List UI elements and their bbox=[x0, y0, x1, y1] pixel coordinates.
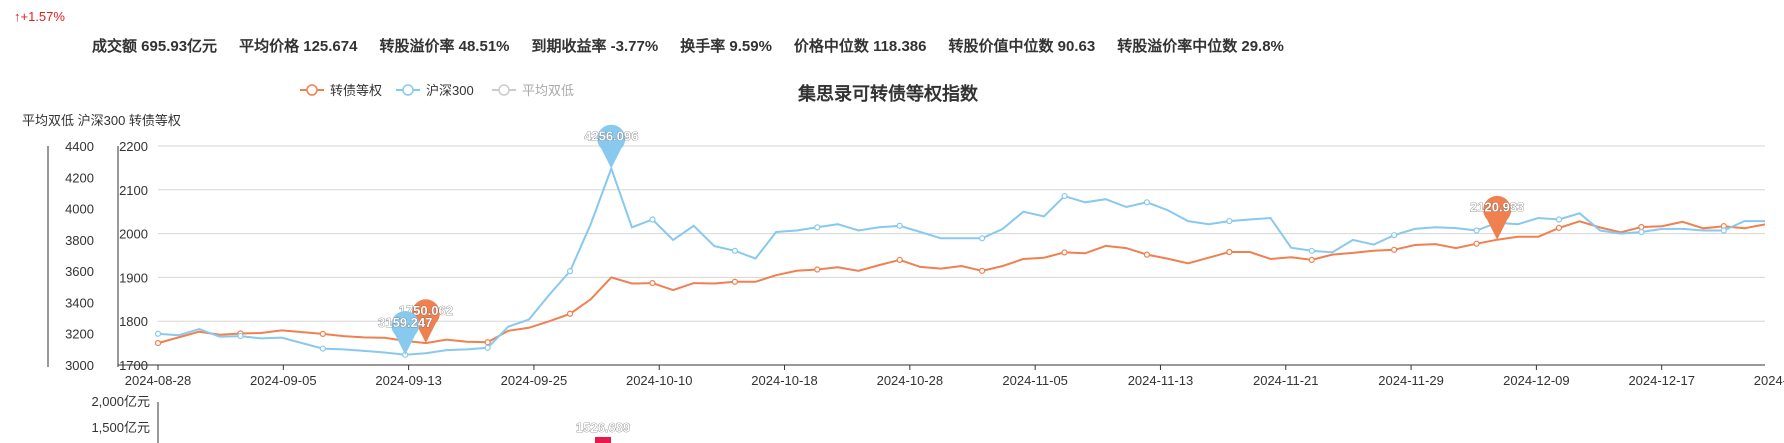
y-right-tick-label: 2000 bbox=[119, 227, 148, 242]
data-point[interactable] bbox=[731, 247, 738, 254]
data-point[interactable] bbox=[484, 344, 491, 351]
y-left-tick-label: 3400 bbox=[65, 295, 94, 310]
data-point[interactable] bbox=[979, 267, 986, 274]
legend-item[interactable]: 沪深300 bbox=[426, 83, 474, 98]
data-point[interactable] bbox=[1061, 192, 1068, 200]
legend-item[interactable]: 转债等权 bbox=[330, 83, 382, 98]
x-tick-label: 2024-12-17 bbox=[1628, 373, 1695, 388]
legend-swatch-dot[interactable] bbox=[402, 84, 414, 96]
data-point[interactable] bbox=[896, 222, 903, 229]
data-point[interactable] bbox=[1473, 240, 1480, 247]
stat-item: 转股溢价率中位数 29.8% bbox=[1117, 38, 1284, 55]
data-point[interactable] bbox=[649, 279, 656, 287]
x-tick-label: 2024-10-18 bbox=[751, 373, 818, 388]
value-marker-label: 4256.096 bbox=[584, 129, 638, 144]
data-point[interactable] bbox=[566, 310, 574, 317]
data-point[interactable] bbox=[814, 266, 821, 273]
data-point[interactable] bbox=[1226, 217, 1233, 225]
data-point[interactable] bbox=[1061, 249, 1068, 256]
x-tick-label: 2024-12-25 bbox=[1754, 373, 1784, 388]
x-tick-label: 2024-11-13 bbox=[1128, 373, 1194, 388]
y-left-tick-label: 3800 bbox=[65, 233, 94, 248]
x-tick-label: 2024-10-10 bbox=[626, 373, 693, 388]
y-left-tick-label: 3200 bbox=[65, 327, 94, 342]
stat-item: 平均价格 125.674 bbox=[239, 38, 358, 55]
data-point[interactable] bbox=[1308, 247, 1315, 254]
data-point[interactable] bbox=[1555, 224, 1563, 232]
data-point[interactable] bbox=[1555, 216, 1563, 223]
legend-item[interactable]: 平均双低 bbox=[522, 83, 574, 98]
sub-y-tick-label: 2,000亿元 bbox=[91, 394, 150, 409]
data-point[interactable] bbox=[731, 278, 738, 285]
volume-subchart: 2,000亿元 1,500亿元 1526.689 bbox=[91, 394, 630, 443]
y-right-tick-label: 2200 bbox=[119, 139, 148, 154]
stat-item: 价格中位数 118.386 bbox=[793, 38, 927, 55]
data-point[interactable] bbox=[319, 345, 326, 352]
volume-marker-label: 1526.689 bbox=[576, 420, 630, 435]
stat-item: 换手率 9.59% bbox=[680, 38, 772, 55]
stat-item: 成交额 695.93亿元 bbox=[92, 38, 218, 55]
y-right-tick-label: 2100 bbox=[119, 183, 148, 198]
data-point[interactable] bbox=[484, 339, 491, 346]
data-point[interactable] bbox=[1143, 251, 1151, 258]
sub-y-tick-label: 1,500亿元 bbox=[91, 420, 150, 435]
data-point[interactable] bbox=[319, 330, 326, 338]
data-point[interactable] bbox=[154, 340, 162, 347]
value-marker-pin bbox=[597, 124, 626, 169]
data-point[interactable] bbox=[1391, 232, 1398, 239]
data-point[interactable] bbox=[566, 268, 574, 275]
y-left-tick-label: 4400 bbox=[65, 139, 94, 154]
data-point[interactable] bbox=[896, 256, 903, 263]
x-tick-label: 2024-09-25 bbox=[501, 373, 568, 388]
data-point[interactable] bbox=[1226, 248, 1233, 256]
data-point[interactable] bbox=[979, 235, 986, 242]
y-right-tick-label: 1800 bbox=[119, 314, 148, 329]
legend-swatch-dot[interactable] bbox=[498, 84, 510, 96]
index-change: ↑+1.57% bbox=[14, 9, 65, 24]
x-tick-label: 2024-11-05 bbox=[1002, 373, 1068, 388]
y-left-tick-label: 3600 bbox=[65, 264, 94, 279]
x-tick-label: 2024-10-28 bbox=[877, 373, 944, 388]
data-point[interactable] bbox=[1473, 227, 1480, 234]
stat-item: 到期收益率 -3.77% bbox=[531, 38, 659, 55]
stat-item: 转股价值中位数 90.63 bbox=[948, 38, 1096, 55]
data-point[interactable] bbox=[237, 332, 244, 340]
data-point[interactable] bbox=[814, 224, 821, 231]
legend[interactable]: 转债等权 沪深300 平均双低 bbox=[300, 83, 574, 98]
x-tick-label: 2024-09-05 bbox=[250, 373, 317, 388]
x-tick-label: 2024-11-29 bbox=[1378, 373, 1444, 388]
chart-title: 集思录可转债等权指数 bbox=[797, 83, 979, 104]
data-point[interactable] bbox=[154, 330, 162, 337]
data-point[interactable] bbox=[1638, 223, 1645, 231]
value-marker-pin bbox=[391, 311, 420, 355]
value-marker-label: 2120.933 bbox=[1470, 200, 1524, 215]
series-line bbox=[157, 220, 1766, 345]
x-tick-label: 2024-12-09 bbox=[1503, 373, 1570, 388]
axes: 1700180019002000210022003000320034003600… bbox=[47, 139, 1784, 388]
axis-name: 平均双低 沪深300 转债等权 bbox=[22, 113, 181, 128]
data-point[interactable] bbox=[1391, 246, 1398, 253]
data-point[interactable] bbox=[1720, 227, 1727, 234]
data-point[interactable] bbox=[1308, 256, 1315, 263]
value-marker-pin bbox=[1483, 195, 1512, 240]
value-marker-label: 3159.247 bbox=[378, 315, 432, 330]
stats-bar: 成交额 695.93亿元 平均价格 125.674 转股溢价率 48.51% 到期收益… bbox=[92, 35, 1306, 56]
volume-bar[interactable] bbox=[595, 437, 611, 443]
x-tick-label: 2024-11-21 bbox=[1253, 373, 1319, 388]
y-left-tick-label: 4000 bbox=[65, 202, 94, 217]
y-left-tick-label: 3000 bbox=[65, 358, 94, 373]
data-point[interactable] bbox=[1638, 228, 1645, 236]
value-marker-pin bbox=[411, 299, 440, 344]
data-point[interactable] bbox=[1143, 199, 1151, 206]
data-point[interactable] bbox=[649, 216, 656, 223]
y-right-tick-label: 1900 bbox=[119, 270, 148, 285]
legend-swatch-dot[interactable] bbox=[306, 84, 318, 96]
y-left-tick-label: 4200 bbox=[65, 170, 94, 185]
x-tick-label: 2024-09-13 bbox=[375, 373, 442, 388]
stat-item: 转股溢价率 48.51% bbox=[379, 38, 510, 55]
x-tick-label: 2024-08-28 bbox=[125, 373, 192, 388]
